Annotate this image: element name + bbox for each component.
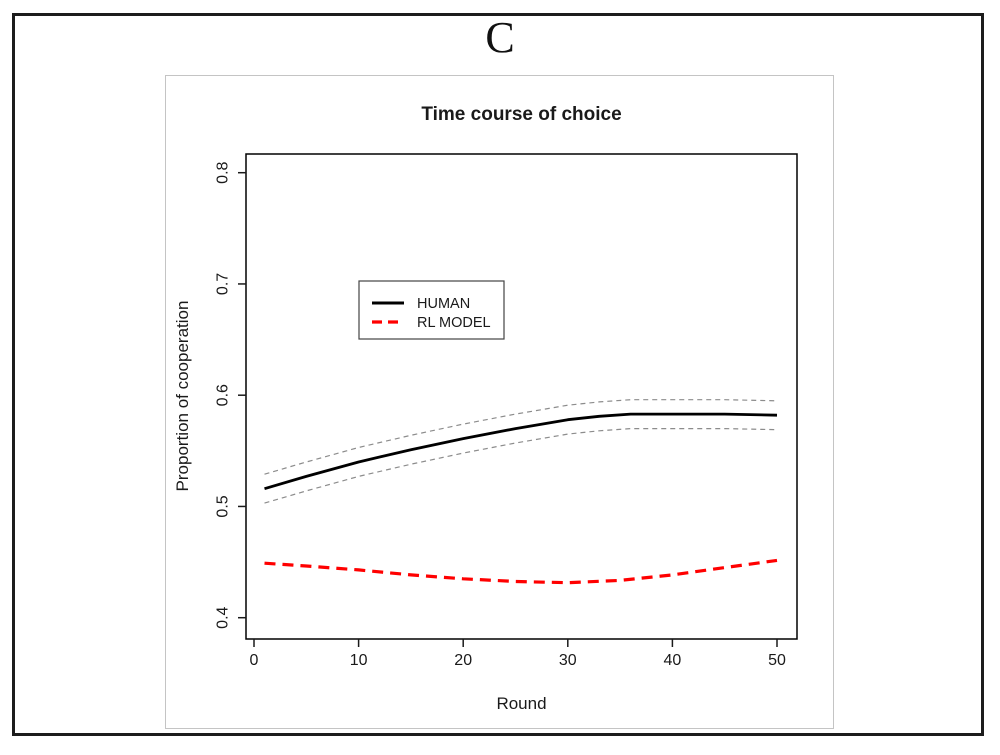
- series-layer: [264, 399, 778, 585]
- chart-title: Time course of choice: [421, 104, 621, 125]
- y-tick-label: 0.5: [215, 495, 232, 517]
- series-line-human-upper-confidence-band: [264, 399, 778, 475]
- plot-box: [245, 153, 798, 640]
- x-tick-label: 50: [768, 652, 786, 669]
- panel-label: C: [485, 13, 515, 62]
- legend: HUMAN RL MODEL: [358, 280, 505, 340]
- figure-panel: Time course of choice 0 10 20 30 40 50 0.4 0.5 0…: [165, 75, 834, 729]
- legend-rl-model-label: RL MODEL: [417, 315, 491, 331]
- series-line-human-lower-confidence-band: [264, 428, 778, 504]
- series-line-rl-model: [264, 558, 778, 585]
- x-tick-label: 30: [559, 652, 577, 669]
- x-tick-label: 20: [454, 652, 472, 669]
- time-course-plot: Time course of choice 0 10 20 30 40 500.40.50…: [173, 104, 798, 713]
- y-tick-label: 0.8: [215, 161, 232, 183]
- axes-layer: 0 10 20 30 40 50 0.4 0.5 0.6 0.7 0.8: [215, 153, 798, 669]
- x-tick-label: 40: [664, 652, 682, 669]
- x-axis-label: Round: [496, 694, 546, 713]
- y-tick-label: 0.6: [215, 384, 232, 406]
- y-axis-label: Proportion of cooperation: [173, 301, 192, 492]
- legend-human-label: HUMAN: [417, 296, 470, 312]
- x-tick-label: 10: [350, 652, 368, 669]
- legend-box: [358, 280, 505, 340]
- x-tick-label: 0: [250, 652, 259, 669]
- series-line-human: [264, 412, 778, 491]
- y-tick-label: 0.4: [215, 606, 232, 628]
- y-tick-label: 0.7: [215, 273, 232, 295]
